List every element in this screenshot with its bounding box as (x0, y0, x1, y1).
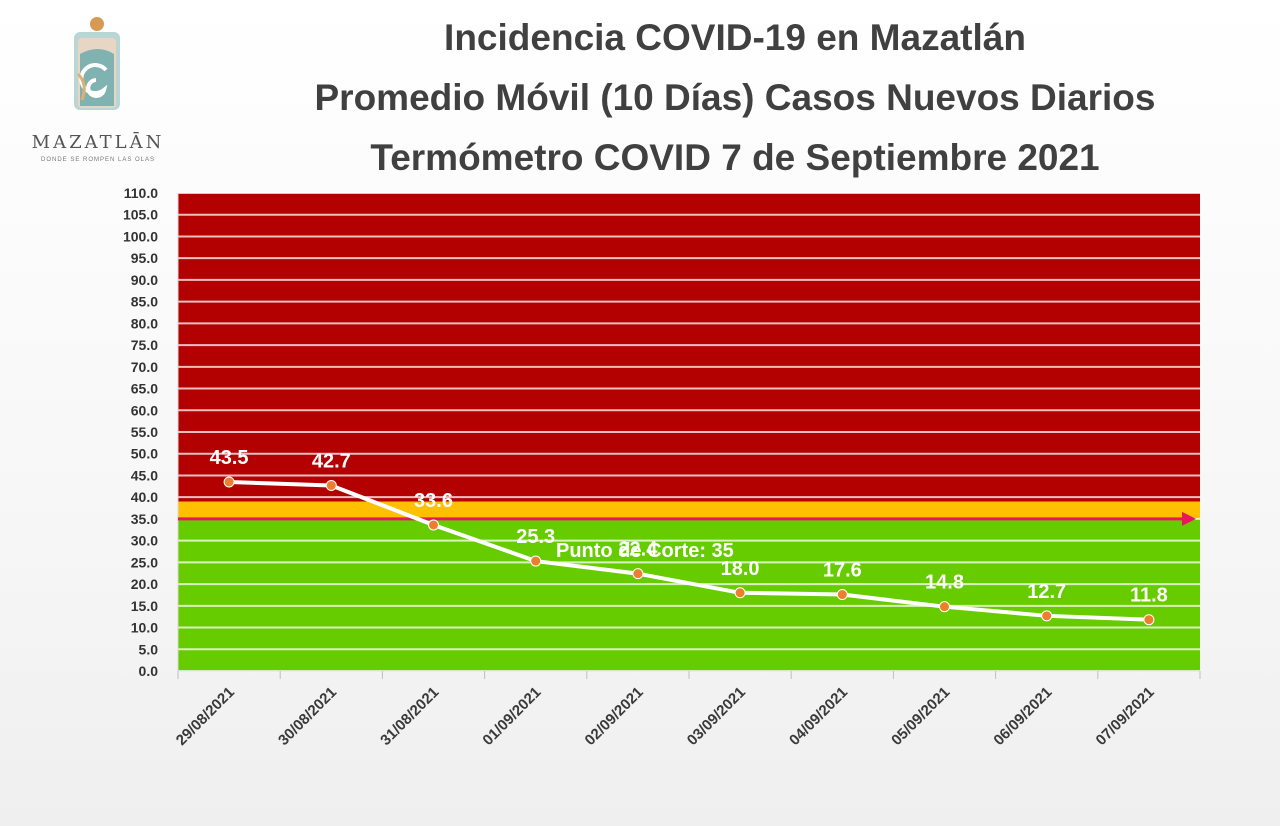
x-tick-label: 30/08/2021 (275, 684, 340, 749)
series-markers (223, 476, 1155, 626)
wave-emblem-icon (74, 17, 120, 110)
title-line-1: Incidencia COVID-19 en Mazatlán (444, 17, 1026, 58)
y-tick-label: 105.0 (123, 207, 158, 223)
y-axis-ticks: 0.0 5.0 10.0 15.0 20.0 25.0 30.0 35.0 40.0 45.0 50… (123, 185, 158, 679)
x-tick-label: 03/09/2021 (684, 684, 749, 749)
title-line-2: Promedio Móvil (10 Días) Casos Nuevos Di… (314, 77, 1156, 118)
chart-title-block: Incidencia COVID-19 en Mazatlán Promedio… (230, 8, 1240, 188)
cut-point-arrowhead (1182, 511, 1196, 526)
cut-point-layer: Punto de Corte: 35 (178, 511, 1196, 562)
data-point (428, 519, 439, 531)
x-tick-label: 07/09/2021 (1093, 684, 1158, 749)
data-point (530, 555, 542, 567)
title-line-3: Termómetro COVID 7 de Septiembre 2021 (370, 137, 1100, 178)
data-label: 43.5 (210, 447, 249, 469)
y-tick-label: 110.0 (124, 185, 158, 201)
y-tick-label: 35.0 (131, 511, 158, 527)
data-point (1041, 610, 1053, 622)
x-tick-label: 05/09/2021 (888, 684, 953, 749)
y-tick-label: 95.0 (131, 250, 158, 266)
zone-band-1 (178, 501, 1200, 519)
y-tick-label: 65.0 (131, 381, 158, 397)
data-label: 17.6 (823, 560, 862, 582)
y-tick-label: 45.0 (131, 467, 158, 483)
data-point (836, 589, 848, 601)
data-label: 25.3 (516, 526, 555, 548)
x-tick-label: 02/09/2021 (582, 684, 647, 749)
zone-band-2 (178, 193, 1200, 502)
y-tick-label: 30.0 (131, 533, 158, 549)
mazatlan-logo: MAZATLĀN DONDE SE ROMPEN LAS OLAS (18, 14, 178, 174)
logo-tagline: DONDE SE ROMPEN LAS OLAS (40, 157, 156, 163)
y-tick-label: 80.0 (131, 315, 158, 331)
y-tick-label: 50.0 (131, 446, 158, 462)
x-axis-ticks: 29/08/2021 30/08/2021 31/08/2021 01/09/2021… (173, 671, 1201, 749)
x-tick-label: 01/09/2021 (479, 684, 544, 749)
zone-band-0 (178, 518, 1200, 671)
data-label: 12.7 (1027, 581, 1066, 603)
data-label: 22.4 (618, 539, 658, 561)
data-point (939, 601, 950, 613)
y-tick-label: 100.0 (123, 228, 158, 244)
series-line (229, 479, 1149, 622)
data-point (734, 587, 746, 599)
y-tick-label: 60.0 (131, 402, 158, 418)
x-tick-label: 31/08/2021 (377, 684, 442, 749)
data-label: 11.8 (1130, 585, 1168, 607)
data-label: 33.6 (414, 490, 453, 512)
x-tick-label: 04/09/2021 (786, 684, 851, 749)
data-labels: 43.5 42.7 33.6 25.3 22.4 18.0 17.6 14.8 12.7 11.8 (210, 447, 1168, 607)
y-tick-label: 5.0 (139, 641, 159, 657)
y-tick-label: 25.0 (131, 554, 158, 570)
y-tick-label: 70.0 (131, 359, 158, 375)
y-tick-label: 0.0 (139, 663, 159, 679)
grid-layer (177, 192, 1200, 672)
data-label: 42.7 (312, 450, 351, 472)
y-tick-label: 10.0 (131, 620, 158, 636)
data-point (1143, 614, 1155, 626)
y-tick-label: 20.0 (131, 576, 158, 592)
y-tick-label: 40.0 (131, 489, 158, 505)
x-tick-label: 29/08/2021 (173, 684, 238, 749)
y-tick-label: 85.0 (131, 294, 158, 310)
y-tick-label: 75.0 (131, 337, 158, 353)
zones-layer (178, 193, 1200, 671)
data-label: 18.0 (721, 558, 760, 580)
data-label: 14.8 (925, 572, 964, 594)
cut-point-label: Punto de Corte: 35 (556, 540, 734, 562)
data-point (325, 479, 337, 491)
data-point (632, 568, 644, 580)
series-line-layer (229, 479, 1149, 622)
y-tick-label: 55.0 (131, 424, 158, 440)
x-tick-label: 06/09/2021 (990, 684, 1055, 749)
y-tick-label: 15.0 (131, 598, 158, 614)
logo-wordmark: MAZATLĀN (31, 132, 165, 153)
data-point (223, 476, 235, 488)
y-tick-label: 90.0 (131, 272, 158, 288)
